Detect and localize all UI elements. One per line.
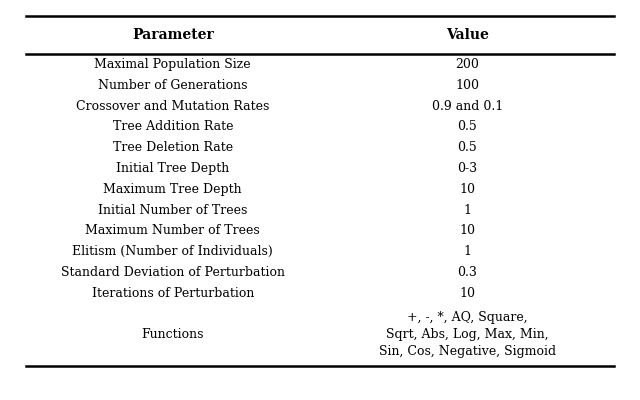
Text: Tree Addition Rate: Tree Addition Rate — [113, 120, 233, 133]
Text: 1: 1 — [463, 204, 471, 216]
Text: Parameter: Parameter — [132, 28, 214, 42]
Text: Maximal Population Size: Maximal Population Size — [95, 58, 251, 71]
Text: 0.5: 0.5 — [458, 141, 477, 154]
Text: 1: 1 — [463, 245, 471, 258]
Text: Crossover and Mutation Rates: Crossover and Mutation Rates — [76, 100, 269, 112]
Text: 10: 10 — [460, 183, 475, 196]
Text: Iterations of Perturbation: Iterations of Perturbation — [92, 287, 254, 300]
Text: Value: Value — [446, 28, 488, 42]
Text: 200: 200 — [455, 58, 479, 71]
Text: 0-3: 0-3 — [457, 162, 477, 175]
Text: 100: 100 — [455, 79, 479, 92]
Text: 0.3: 0.3 — [457, 266, 477, 279]
Text: +, -, *, AQ, Square,
Sqrt, Abs, Log, Max, Min,
Sin, Cos, Negative, Sigmoid: +, -, *, AQ, Square, Sqrt, Abs, Log, Max… — [379, 311, 556, 358]
Text: Initial Number of Trees: Initial Number of Trees — [98, 204, 248, 216]
Text: Initial Tree Depth: Initial Tree Depth — [116, 162, 229, 175]
Text: 10: 10 — [460, 287, 475, 300]
Text: Number of Generations: Number of Generations — [98, 79, 248, 92]
Text: Elitism (Number of Individuals): Elitism (Number of Individuals) — [72, 245, 273, 258]
Text: Standard Deviation of Perturbation: Standard Deviation of Perturbation — [61, 266, 285, 279]
Text: 0.9 and 0.1: 0.9 and 0.1 — [431, 100, 503, 112]
Text: Tree Deletion Rate: Tree Deletion Rate — [113, 141, 233, 154]
Text: Maximum Tree Depth: Maximum Tree Depth — [104, 183, 242, 196]
Text: 10: 10 — [460, 224, 475, 237]
Text: Functions: Functions — [141, 328, 204, 341]
Text: 0.5: 0.5 — [458, 120, 477, 133]
Text: Maximum Number of Trees: Maximum Number of Trees — [85, 224, 260, 237]
